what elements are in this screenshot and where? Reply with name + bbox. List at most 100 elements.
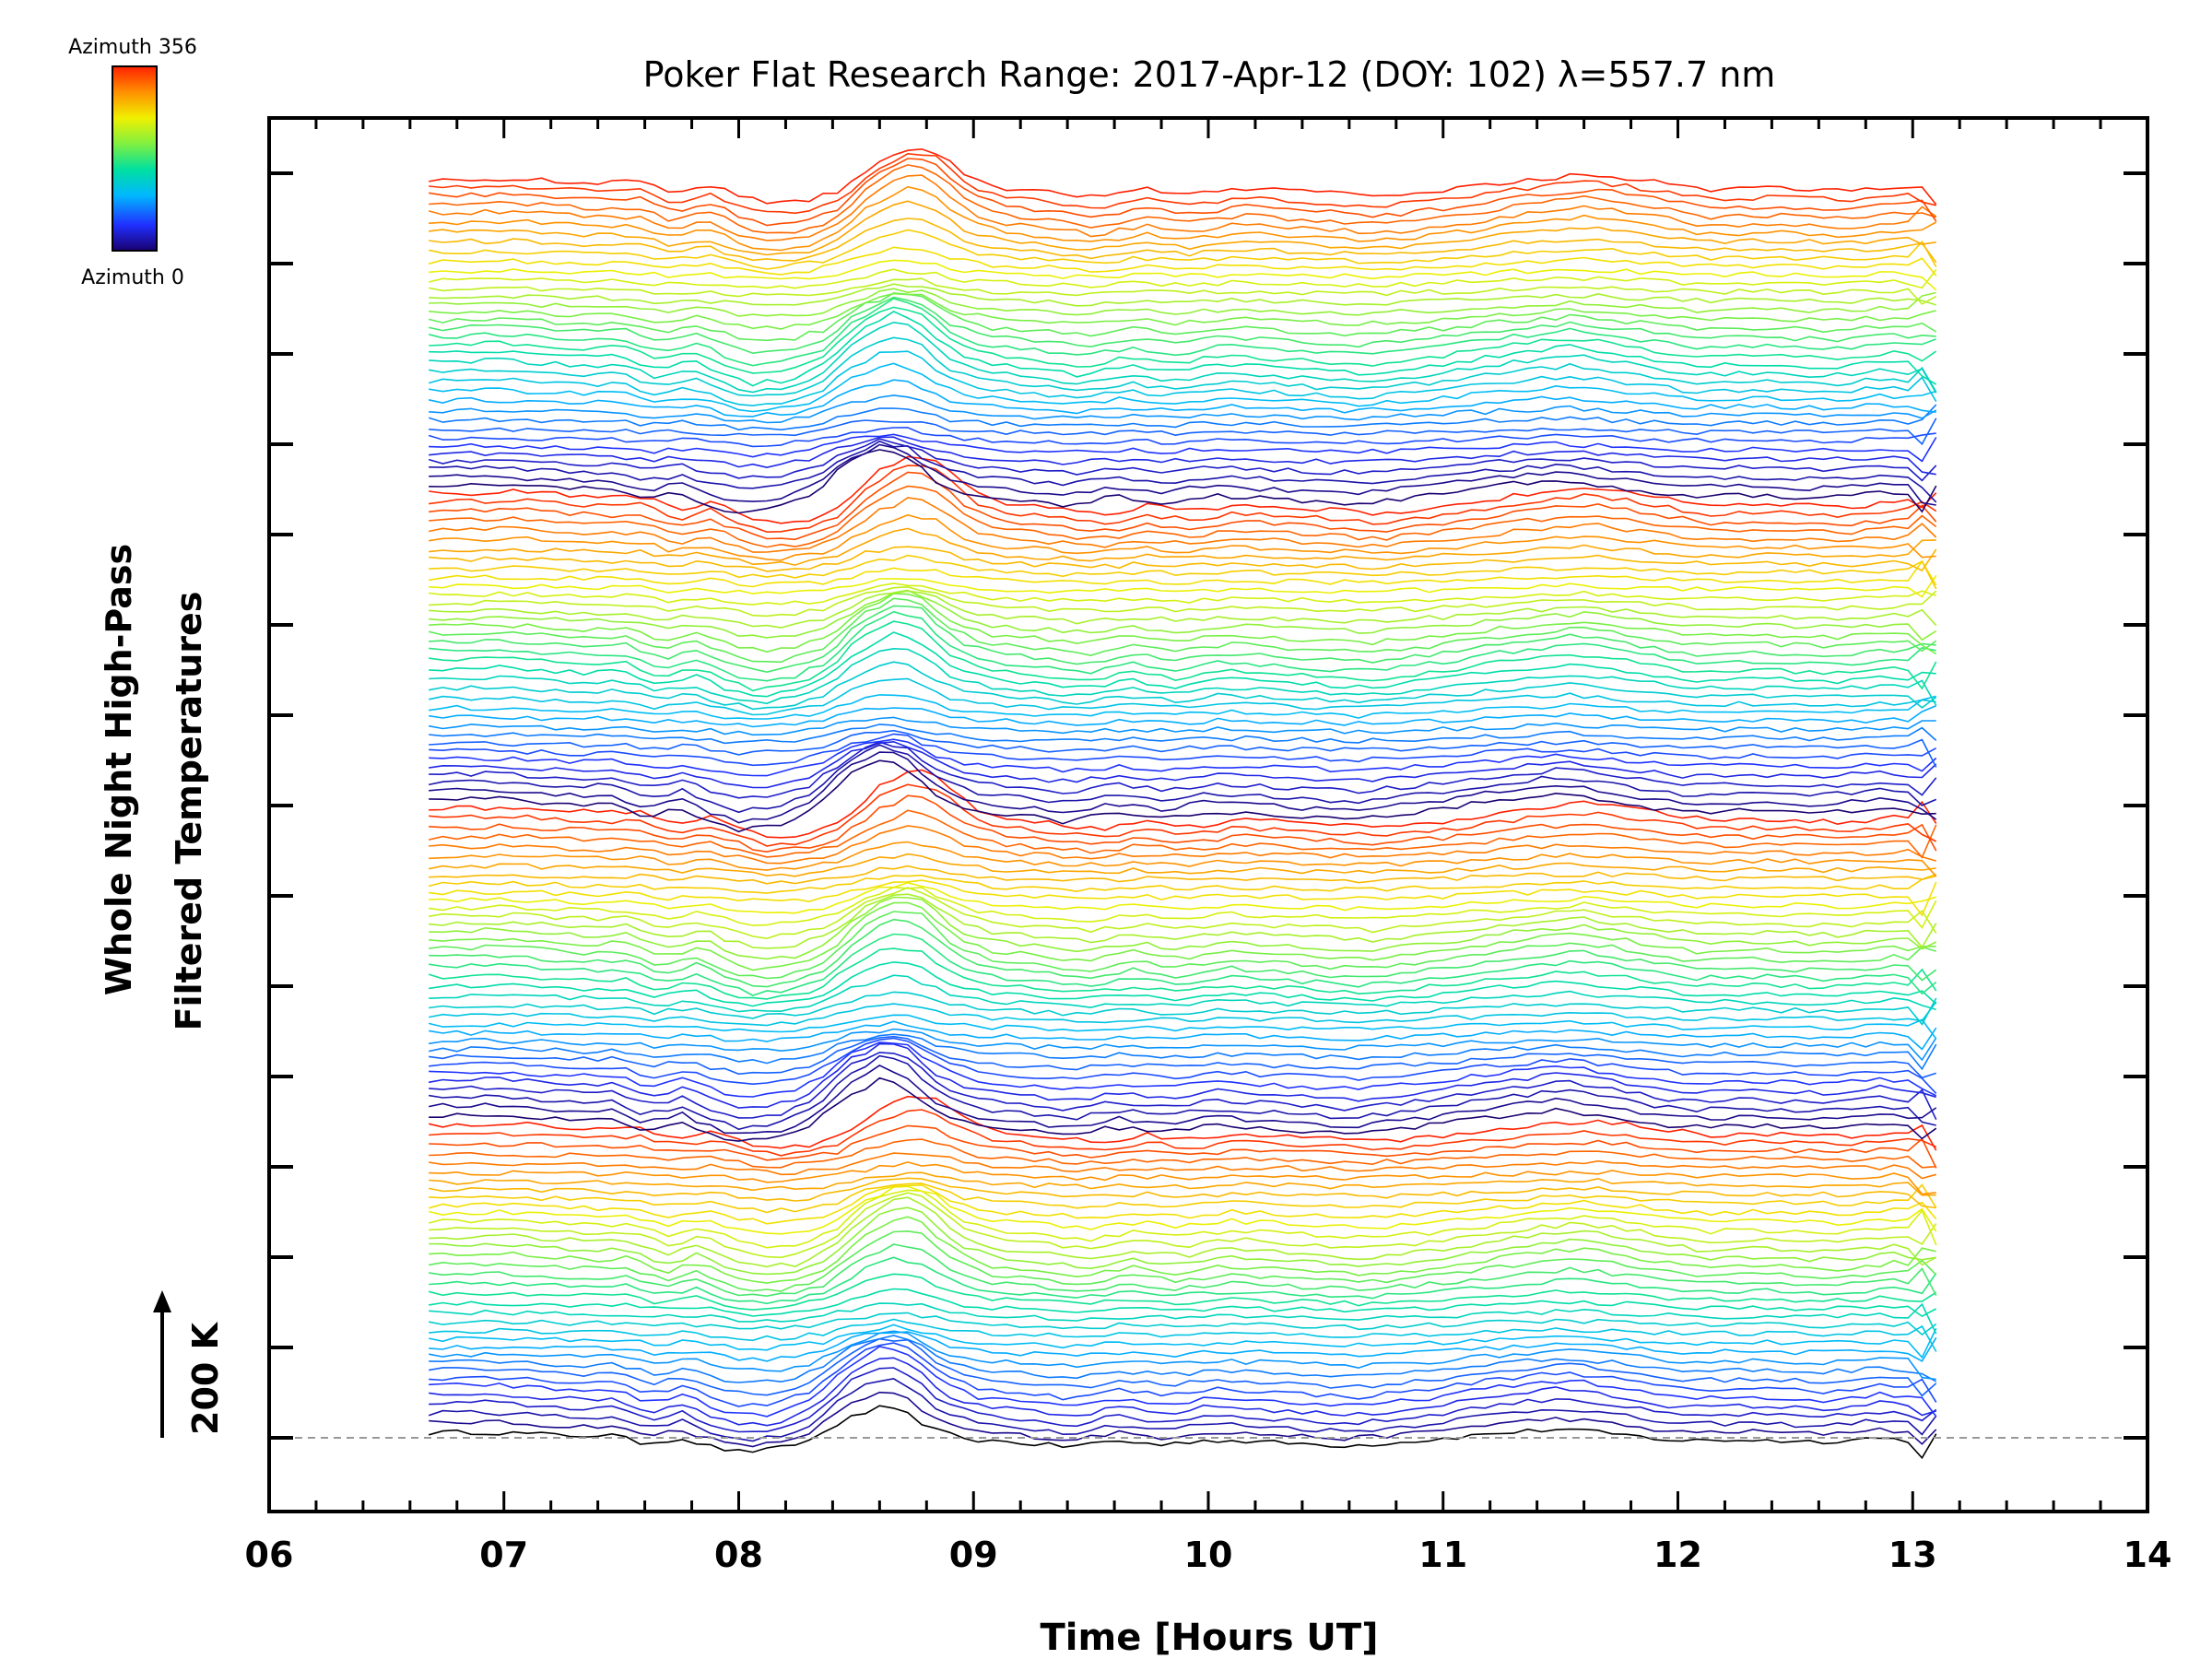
trace-line bbox=[429, 1033, 1937, 1071]
trace-line bbox=[429, 1028, 1937, 1062]
trace-line bbox=[429, 465, 1937, 534]
scale-arrow bbox=[153, 1290, 171, 1438]
trace-line bbox=[429, 1216, 1936, 1284]
trace-line bbox=[429, 147, 1937, 206]
trace-line bbox=[429, 164, 1936, 234]
trace-line bbox=[429, 283, 1936, 307]
traces-group bbox=[428, 147, 1937, 1460]
x-tick-label: 10 bbox=[1184, 1535, 1233, 1575]
x-tick-label: 08 bbox=[714, 1535, 763, 1575]
trace-line bbox=[429, 443, 1936, 506]
trace-line bbox=[429, 1160, 1936, 1195]
trace-line bbox=[429, 1041, 1937, 1098]
trace-line bbox=[428, 404, 1937, 431]
x-tick-label: 11 bbox=[1418, 1535, 1467, 1575]
trace-line bbox=[429, 559, 1937, 588]
trace-line bbox=[429, 1001, 1937, 1027]
trace-line bbox=[429, 485, 1937, 548]
trace-line bbox=[429, 1189, 1937, 1249]
colorbar: Azimuth 356 Azimuth 0 bbox=[68, 36, 197, 289]
trace-line bbox=[429, 298, 1936, 367]
trace-line bbox=[429, 292, 1936, 330]
trace-line bbox=[429, 893, 1937, 949]
trace-line bbox=[428, 1273, 1937, 1311]
trace-line bbox=[429, 1095, 1937, 1151]
trace-line bbox=[429, 974, 1936, 1013]
trace-line bbox=[429, 1324, 1937, 1359]
x-tick-label: 13 bbox=[1888, 1535, 1937, 1575]
x-tick-label: 12 bbox=[1653, 1535, 1702, 1575]
trace-line bbox=[429, 589, 1937, 641]
trace-line bbox=[429, 1391, 1937, 1448]
x-tick-label: 09 bbox=[949, 1535, 998, 1575]
trace-line bbox=[429, 1331, 1937, 1362]
x-tick-label: 14 bbox=[2124, 1535, 2172, 1575]
trace-line bbox=[429, 1185, 1937, 1235]
trace-line bbox=[429, 288, 1936, 317]
trace-line bbox=[429, 1206, 1936, 1276]
trace-line bbox=[429, 783, 1937, 847]
trace-line bbox=[429, 1256, 1937, 1305]
trace-line bbox=[429, 724, 1937, 745]
trace-line bbox=[429, 1035, 1936, 1079]
trace-line bbox=[429, 527, 1936, 566]
trace-line bbox=[429, 759, 1936, 833]
trace-line bbox=[429, 769, 1937, 839]
trace-line bbox=[428, 174, 1937, 241]
trace-line bbox=[429, 841, 1937, 877]
trace-line bbox=[429, 873, 1936, 894]
trace-line bbox=[429, 1124, 1937, 1169]
scale-label: 200 K bbox=[185, 1321, 226, 1435]
trace-line bbox=[429, 1152, 1936, 1180]
trace-line bbox=[429, 677, 1936, 716]
colorbar-top-label: Azimuth 356 bbox=[68, 36, 197, 59]
trace-line bbox=[429, 705, 1937, 728]
trace-line bbox=[429, 733, 1937, 767]
trace-line bbox=[429, 379, 1936, 418]
trace-line bbox=[429, 694, 1936, 720]
trace-line bbox=[429, 1182, 1937, 1214]
trace-line bbox=[429, 1196, 1937, 1268]
trace-line bbox=[429, 933, 1937, 996]
trace-line bbox=[429, 1367, 1937, 1433]
trace-line bbox=[429, 1230, 1937, 1292]
trace-line bbox=[429, 911, 1936, 980]
trace-line bbox=[429, 268, 1937, 289]
trace-line bbox=[429, 310, 1937, 387]
trace-line bbox=[429, 440, 1937, 503]
trace-line bbox=[429, 809, 1937, 859]
trace-line bbox=[428, 246, 1937, 276]
trace-line bbox=[428, 1184, 1937, 1225]
trace-line bbox=[429, 1288, 1937, 1318]
trace-line bbox=[429, 471, 1937, 541]
trace-line bbox=[429, 394, 1937, 424]
trace-line bbox=[429, 1192, 1937, 1259]
colorbar-bottom-label: Azimuth 0 bbox=[81, 266, 184, 289]
x-tick-label: 07 bbox=[479, 1535, 528, 1575]
trace-line bbox=[429, 436, 1936, 476]
trace-line bbox=[429, 277, 1937, 305]
trace-line bbox=[429, 1077, 1937, 1142]
trace-line bbox=[429, 513, 1936, 561]
trace-line bbox=[429, 918, 1937, 988]
trace-line bbox=[428, 947, 1937, 1000]
x-tick-label: 06 bbox=[245, 1535, 294, 1575]
trace-line bbox=[429, 1346, 1937, 1418]
trace-line bbox=[429, 1243, 1937, 1298]
trace-line bbox=[429, 901, 1936, 971]
trace-line bbox=[429, 229, 1937, 270]
trace-line bbox=[429, 336, 1937, 397]
y-axis-label-line1: Whole Night High-Pass bbox=[99, 544, 139, 995]
trace-line bbox=[429, 449, 1937, 514]
trace-line bbox=[429, 362, 1936, 413]
trace-line bbox=[429, 418, 1937, 446]
trace-line bbox=[429, 433, 1937, 463]
trace-line bbox=[428, 350, 1937, 406]
trace-line bbox=[429, 1330, 1936, 1381]
trace-line bbox=[429, 825, 1936, 865]
trace-line bbox=[429, 620, 1937, 692]
trace-line bbox=[429, 185, 1937, 252]
trace-line bbox=[429, 853, 1936, 877]
trace-line bbox=[429, 1342, 1937, 1407]
